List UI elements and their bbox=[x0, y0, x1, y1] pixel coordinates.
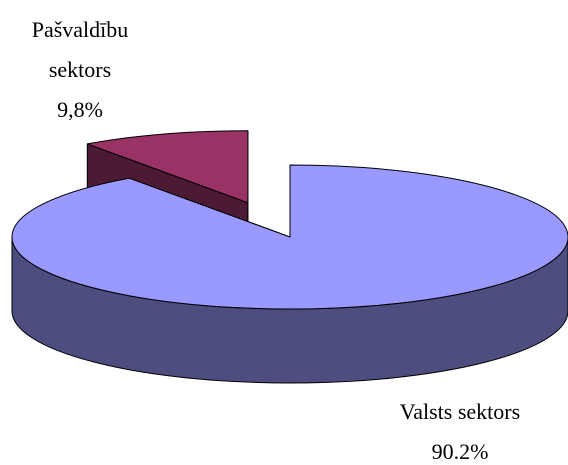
value-label: 9,8% bbox=[57, 97, 103, 122]
pie-slice bbox=[11, 164, 568, 310]
slice-label: Pašvaldību sektors 9,8% bbox=[10, 10, 150, 130]
pie-slice bbox=[86, 130, 249, 204]
category-label: Pašvaldību sektors bbox=[31, 17, 129, 82]
value-label: 90.2% bbox=[431, 439, 489, 464]
category-label: Valsts sektors bbox=[399, 399, 521, 424]
slice-label: Valsts sektors 90.2% bbox=[360, 392, 560, 465]
